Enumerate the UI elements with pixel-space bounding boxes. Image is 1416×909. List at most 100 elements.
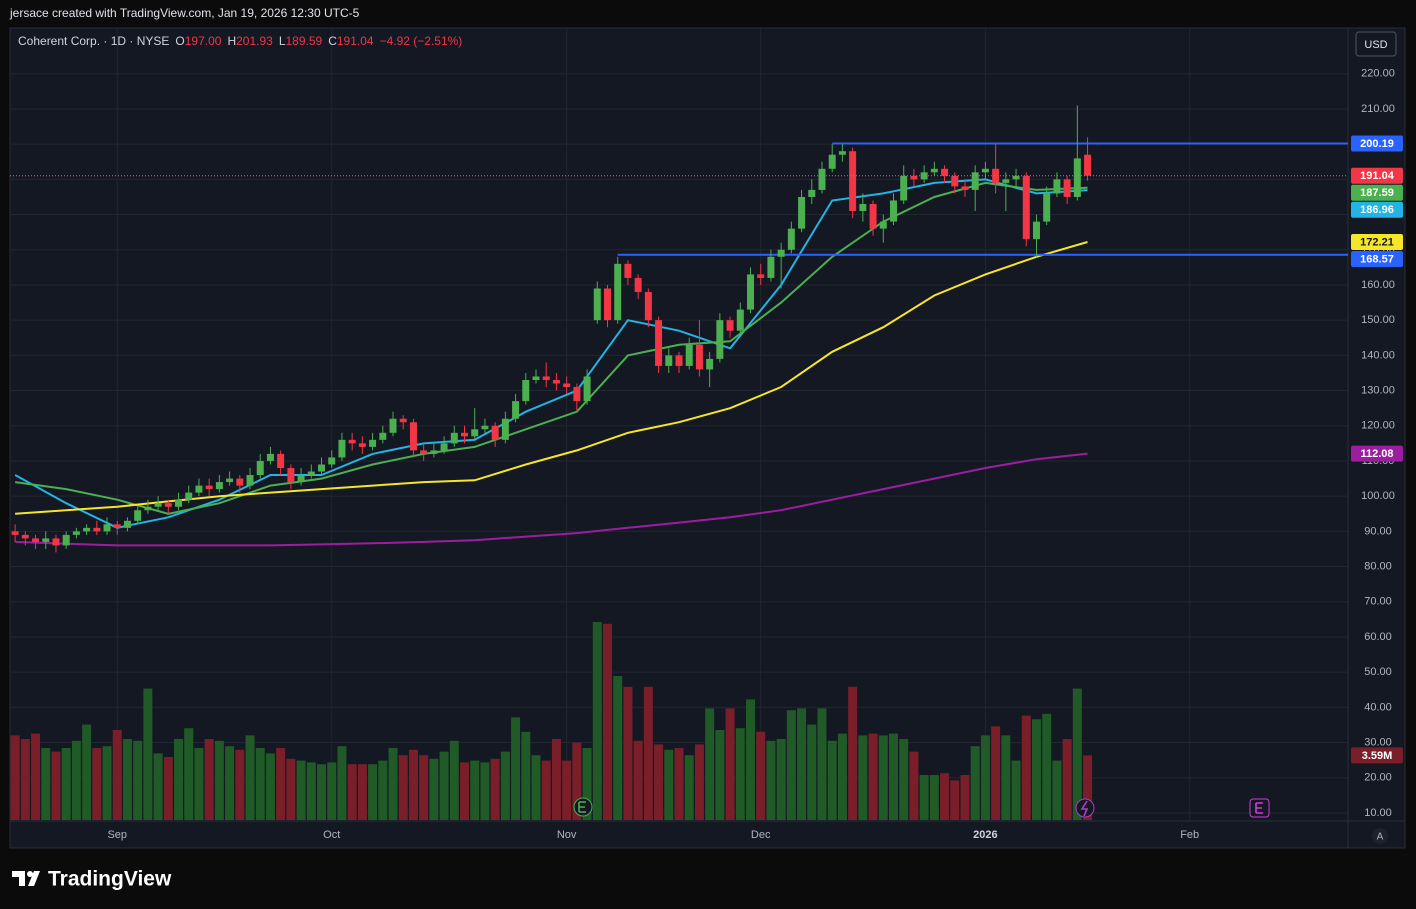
- candle-body: [573, 387, 581, 402]
- dividend-icon[interactable]: [1075, 798, 1095, 818]
- candle-body: [409, 422, 417, 451]
- x-tick-label: Sep: [107, 829, 127, 841]
- scale-mode[interactable]: A: [1377, 832, 1384, 843]
- volume-bar: [725, 708, 735, 820]
- y-tick-label: 40.00: [1364, 701, 1392, 713]
- scale-mode-button[interactable]: [1372, 828, 1388, 844]
- candle-body: [83, 527, 91, 532]
- volume-bar: [225, 746, 235, 820]
- y-tick-label: 160.00: [1361, 279, 1395, 291]
- volume-bar: [694, 744, 704, 820]
- x-tick-label: 2026: [973, 829, 997, 841]
- candle-body: [123, 520, 131, 528]
- candle-body: [389, 418, 397, 433]
- volume-bar: [184, 728, 194, 820]
- candle-body: [256, 460, 264, 476]
- legend-change: −4.92 (−2.51%): [380, 34, 463, 48]
- volume-bar: [470, 760, 480, 820]
- price-tag: [1351, 250, 1403, 267]
- volume-bar: [368, 764, 378, 820]
- candle-body: [981, 168, 989, 173]
- volume-bar: [929, 775, 939, 820]
- y-tick-label: 60.00: [1364, 631, 1392, 643]
- candle-body: [72, 531, 80, 535]
- volume-bar: [61, 748, 71, 820]
- candle-body: [604, 288, 612, 321]
- candle-body: [450, 432, 458, 444]
- candle-body: [236, 478, 244, 486]
- header: jersace created with TradingView.com, Ja…: [9, 6, 360, 20]
- volume-bar: [306, 762, 316, 820]
- volume-bar: [827, 740, 837, 820]
- candle-body: [930, 168, 938, 173]
- volume-bar: [919, 775, 929, 820]
- volume-bar: [1072, 688, 1082, 820]
- dividend-icon-ring: [1075, 798, 1095, 818]
- candle-body: [11, 531, 19, 535]
- candle-body: [266, 453, 274, 461]
- candle-body: [716, 320, 724, 359]
- y-tick-label: 10.00: [1364, 807, 1392, 819]
- volume-bar: [582, 748, 592, 820]
- volume-bar: [337, 746, 347, 820]
- volume-bar: [511, 717, 521, 820]
- candle-body: [889, 200, 897, 222]
- currency[interactable]: USD: [1364, 39, 1387, 51]
- candle-body: [736, 309, 744, 331]
- candle-body: [910, 175, 918, 180]
- x-tick-label: Dec: [751, 829, 771, 841]
- candle-body: [971, 172, 979, 190]
- volume-bar: [276, 748, 286, 820]
- candle-body: [1084, 154, 1092, 176]
- candle-body: [195, 485, 203, 493]
- candle-body: [522, 380, 530, 402]
- candle-body: [440, 443, 448, 451]
- candle-body: [961, 186, 969, 190]
- y-tick-label: 130.00: [1361, 384, 1395, 396]
- moving-average: [15, 241, 1088, 515]
- price-tag: [1351, 184, 1403, 201]
- candle-body: [777, 249, 785, 257]
- candle-body: [706, 358, 714, 370]
- volume-bar: [51, 751, 61, 820]
- volume-bar: [1021, 715, 1031, 820]
- candle-body: [134, 510, 142, 521]
- candle-body: [1073, 158, 1081, 197]
- moving-average: [15, 452, 1088, 547]
- candle-body: [399, 418, 407, 423]
- price-tag: [1351, 135, 1403, 152]
- volume-bar: [10, 735, 20, 820]
- volume-bar: [194, 748, 204, 820]
- candle-body: [277, 453, 285, 468]
- price-tag: [1351, 167, 1403, 184]
- volume-bar: [531, 755, 541, 820]
- price-tag: [1351, 201, 1403, 218]
- volume-bar: [1042, 713, 1052, 820]
- currency-box[interactable]: [1355, 31, 1397, 57]
- volume-bar: [848, 686, 858, 820]
- candle-body: [307, 471, 315, 476]
- candle-body: [920, 172, 928, 180]
- price-tag-label: 187.59: [1360, 187, 1394, 199]
- candle-body: [491, 425, 499, 440]
- candle-body: [849, 151, 857, 212]
- volume-bar: [950, 780, 960, 820]
- y-tick-label: 20.00: [1364, 772, 1392, 784]
- x-tick-label: Feb: [1180, 829, 1199, 841]
- future-earnings-icon[interactable]: [1249, 798, 1270, 818]
- volume-bar: [991, 726, 1001, 820]
- volume-bar: [112, 730, 122, 820]
- candle-body: [338, 439, 346, 458]
- volume-bar: [837, 733, 847, 820]
- candle-body: [695, 344, 703, 370]
- volume-bar: [214, 740, 224, 820]
- moving-average: [14, 181, 1088, 515]
- earnings-icon-glyph: [578, 801, 586, 813]
- candle-body: [246, 475, 254, 486]
- earnings-icon[interactable]: [573, 797, 593, 817]
- candle-body: [1043, 193, 1051, 222]
- volume-bar: [347, 764, 357, 820]
- candle-body: [348, 439, 356, 444]
- volume-bar: [705, 708, 715, 820]
- candle-body: [420, 450, 428, 454]
